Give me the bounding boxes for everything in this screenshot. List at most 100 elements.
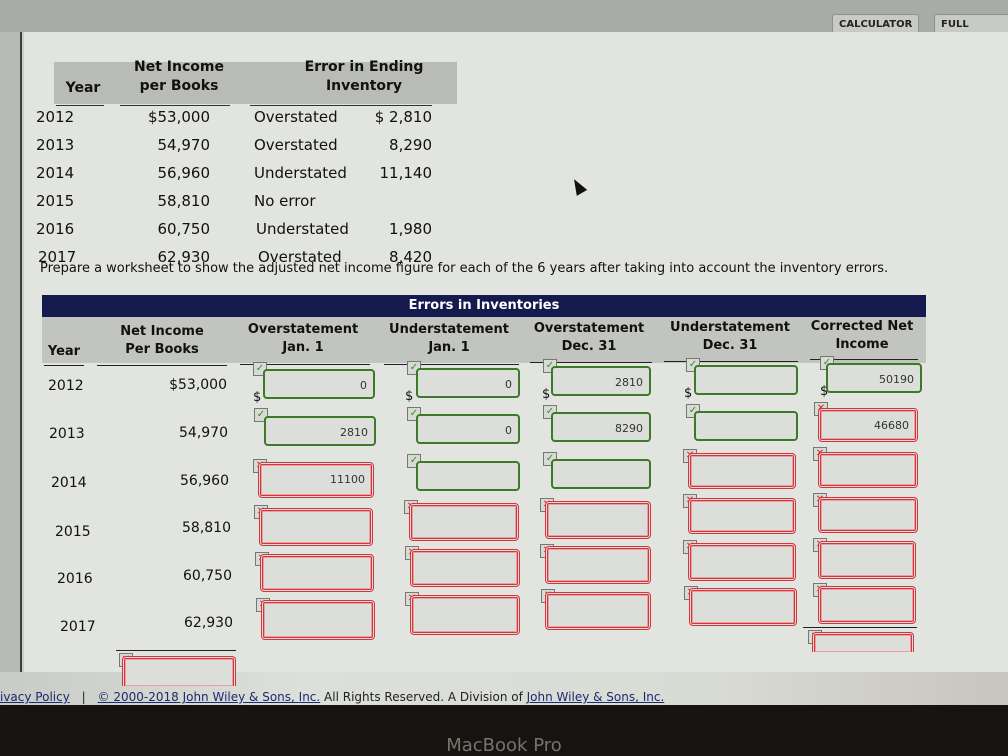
worksheet-banner: Errors in Inventories: [42, 295, 926, 317]
corrected-input-2015[interactable]: [818, 497, 918, 533]
over-jan-input-2013[interactable]: 2810: [264, 416, 376, 446]
ws-net-income: $53,000: [169, 377, 227, 393]
ws-header-overjan-1: Overstatement: [247, 322, 359, 337]
device-label: MacBook Pro: [446, 735, 562, 756]
copyright-link[interactable]: © 2000-2018 John Wiley & Sons, Inc.: [97, 690, 321, 704]
ws-net-income: 60,750: [183, 568, 232, 584]
given-row: 2012 $53,000 Overstated $ 2,810: [24, 104, 484, 132]
ws-header-overjan-2: Jan. 1: [282, 340, 324, 355]
net-income-total-input[interactable]: [122, 656, 236, 686]
divider: [250, 105, 432, 106]
page-footer: ivacy Policy | © 2000-2018 John Wiley & …: [0, 690, 664, 704]
ws-year: 2015: [55, 524, 91, 540]
under-dec-input-2012[interactable]: [694, 365, 798, 395]
over-dec-input-2016[interactable]: [545, 546, 651, 584]
given-table-header: Year Net Income per Books Error in Endin…: [54, 59, 457, 104]
given-year: 2014: [36, 164, 75, 182]
under-jan-input-2014[interactable]: [416, 461, 520, 491]
given-net-income: 62,930: [157, 248, 211, 266]
given-row: 2013 54,970 Overstated 8,290: [24, 132, 484, 160]
under-jan-input-2013[interactable]: 0: [416, 414, 520, 444]
over-dec-input-2012[interactable]: 2810: [551, 366, 651, 396]
divider: [664, 361, 798, 362]
given-header-year: Year: [65, 80, 101, 96]
divider: [240, 364, 370, 365]
over-dec-input-2013[interactable]: 8290: [551, 412, 651, 442]
ws-net-income: 56,960: [180, 473, 229, 489]
over-jan-input-2014[interactable]: 11100: [258, 462, 374, 498]
given-net-income: 54,970: [157, 136, 211, 154]
divider: [116, 650, 236, 651]
under-jan-input-2016[interactable]: [410, 549, 520, 587]
ws-header-corrected-1: Corrected Net: [810, 319, 914, 334]
corrected-input-2012[interactable]: 50190: [826, 363, 922, 393]
over-dec-input-2014[interactable]: [551, 459, 651, 489]
left-rail: [0, 32, 22, 672]
given-year: 2013: [36, 136, 75, 154]
corrected-total-input[interactable]: [812, 632, 914, 652]
given-header-error-2: Inventory: [325, 78, 403, 94]
currency-symbol: $: [684, 386, 693, 401]
over-dec-input-2015[interactable]: [545, 501, 651, 539]
given-year: 2012: [36, 108, 75, 126]
given-net-income: 58,810: [157, 192, 211, 210]
given-error-type: Overstated: [258, 248, 342, 266]
ws-year: 2012: [48, 378, 84, 394]
over-jan-input-2016[interactable]: [260, 554, 374, 592]
given-row: 2014 56,960 Understated 11,140: [24, 160, 484, 188]
given-error-type: Understated: [254, 164, 347, 182]
given-row: 2015 58,810 No error: [24, 188, 484, 216]
under-jan-input-2017[interactable]: [410, 595, 520, 635]
divider: [810, 359, 918, 360]
divider: [384, 364, 519, 365]
ws-header-netincome-1: Net Income: [120, 324, 204, 339]
ws-header-underdec-2: Dec. 31: [702, 338, 758, 353]
corrected-input-2014[interactable]: [818, 452, 918, 488]
given-error-type: Understated: [256, 220, 349, 238]
under-dec-input-2013[interactable]: [694, 411, 798, 441]
ws-header-overdec-1: Overstatement: [533, 321, 645, 336]
wiley-division-link[interactable]: John Wiley & Sons, Inc.: [526, 690, 665, 704]
corrected-input-2016[interactable]: [818, 541, 916, 579]
under-dec-input-2014[interactable]: [688, 453, 796, 489]
under-dec-input-2017[interactable]: [689, 588, 797, 626]
instruction-text: Prepare a worksheet to show the adjusted…: [40, 261, 889, 276]
top-toolbar: CALCULATOR FULL SCREE: [0, 0, 1008, 50]
given-net-income: 60,750: [157, 220, 211, 238]
over-jan-input-2017[interactable]: [261, 600, 375, 640]
currency-symbol: $: [542, 387, 551, 402]
divider: [803, 627, 917, 628]
divider: [97, 365, 227, 366]
under-dec-input-2016[interactable]: [688, 543, 796, 581]
worksheet-header: Year Net Income Per Books Overstatement …: [42, 317, 926, 363]
under-dec-input-2015[interactable]: [688, 498, 796, 534]
currency-symbol: $: [253, 390, 262, 405]
over-jan-input-2015[interactable]: [259, 508, 373, 546]
given-error-amount: 8,420: [389, 248, 432, 266]
given-header-netincome-1: Net Income: [134, 59, 224, 75]
given-row: 2017 62,930 Overstated 8,420: [24, 244, 484, 272]
given-error-amount: 8,290: [389, 136, 432, 154]
given-net-income: 56,960: [157, 164, 211, 182]
footer-separator: |: [81, 690, 86, 704]
divider: [56, 105, 104, 106]
corrected-input-2017[interactable]: [818, 586, 916, 624]
currency-symbol: $: [820, 384, 829, 399]
browser-screen: CALCULATOR FULL SCREE Year Net Income pe…: [0, 0, 1008, 705]
divider: [120, 105, 230, 106]
under-jan-input-2012[interactable]: 0: [416, 368, 520, 398]
given-error-type: No error: [254, 192, 316, 210]
privacy-policy-link[interactable]: ivacy Policy: [0, 690, 70, 704]
ws-net-income: 58,810: [182, 520, 231, 536]
given-year: 2017: [38, 248, 77, 266]
over-jan-input-2012[interactable]: 0: [263, 369, 375, 399]
given-header-netincome-2: per Books: [139, 78, 219, 94]
corrected-input-2013[interactable]: 46680: [818, 408, 918, 442]
divider: [530, 362, 652, 363]
under-jan-input-2015[interactable]: [409, 503, 519, 541]
laptop-bezel: MacBook Pro: [0, 705, 1008, 756]
over-dec-input-2017[interactable]: [545, 592, 651, 630]
footer-rights-text: All Rights Reserved. A Division of: [320, 690, 527, 704]
given-net-income: $53,000: [147, 108, 210, 126]
given-row: 2016 60,750 Understated 1,980: [24, 216, 484, 244]
